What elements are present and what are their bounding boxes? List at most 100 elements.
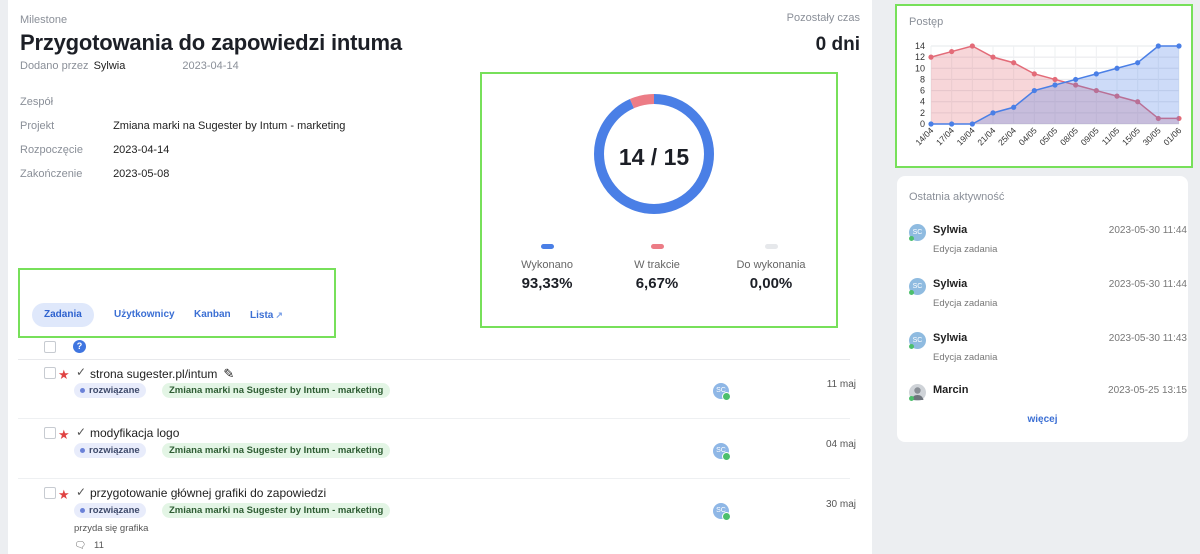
task-comments[interactable]: 🗨 11 — [74, 540, 104, 551]
status-dot — [80, 507, 85, 513]
status-badge: rozwiązane — [74, 503, 146, 518]
activity-action: Edycja zadania — [933, 298, 998, 309]
task-title[interactable]: przygotowanie głównej grafiki do zapowie… — [90, 486, 327, 500]
task-list-header: ? — [18, 340, 850, 360]
legend-in-progress-pct: 6,67% — [635, 275, 679, 292]
y-tick-label: 4 — [920, 97, 925, 107]
legend-done-label: Wykonano — [521, 259, 573, 271]
progress-donut-panel: 14 / 15 Wykonano 93,33% W trakcie 6,67% … — [480, 72, 838, 328]
y-tick-label: 0 — [920, 119, 925, 129]
donut-center-count: 14 / 15 — [618, 144, 690, 170]
data-point — [990, 110, 996, 116]
activity-title: Ostatnia aktywność — [909, 191, 1005, 203]
star-icon[interactable]: ★ — [58, 427, 70, 442]
activity-action: Edycja zadania — [933, 352, 998, 363]
task-row[interactable]: ★ ✓ strona sugester.pl/intum ✎ rozwiązane… — [18, 361, 856, 419]
y-tick-label: 14 — [915, 41, 925, 51]
more-link[interactable]: więcej — [1027, 414, 1058, 425]
tab-kanban[interactable]: Kanban — [194, 309, 231, 320]
tab-uzytkownicy[interactable]: Użytkownicy — [114, 309, 175, 320]
legend-done: Wykonano 93,33% — [492, 244, 602, 292]
added-by-label: Dodano przez — [20, 60, 89, 72]
project-badge[interactable]: Zmiana marki na Sugester by Intum - mark… — [162, 443, 391, 458]
task-row[interactable]: ★ ✓ modyfikacja logo rozwiązane Zmiana m… — [18, 421, 856, 479]
assignee-status-icon — [722, 512, 731, 521]
data-point — [1031, 71, 1037, 77]
y-tick-label: 6 — [920, 86, 925, 96]
project-badge[interactable]: Zmiana marki na Sugester by Intum - mark… — [162, 383, 391, 398]
task-title[interactable]: strona sugester.pl/intum ✎ — [90, 366, 234, 382]
legend-in-progress: W trakcie 6,67% — [602, 244, 712, 292]
activity-action: Edycja zadania — [933, 244, 998, 255]
data-point — [949, 121, 955, 127]
y-tick-label: 12 — [915, 52, 925, 62]
activity-user[interactable]: Sylwia — [933, 332, 968, 344]
task-row[interactable]: ★ ✓ przygotowanie głównej grafiki do zap… — [18, 481, 856, 554]
project-label: Projekt — [20, 120, 55, 132]
check-icon: ✓ — [76, 365, 87, 379]
check-icon: ✓ — [76, 425, 87, 439]
activity-user[interactable]: Sylwia — [933, 224, 968, 236]
page-title: Przygotowania do zapowiedzi intuma — [20, 30, 402, 55]
help-icon[interactable]: ? — [73, 340, 86, 353]
online-dot — [909, 236, 914, 241]
assignee-status-icon — [722, 452, 731, 461]
remaining-time-label: Pozostały czas — [786, 12, 860, 24]
data-point — [1155, 115, 1161, 122]
activity-user[interactable]: Sylwia — [933, 278, 968, 290]
data-point — [949, 48, 955, 55]
status-badge-label: rozwiązane — [89, 445, 140, 456]
x-tick-label: 21/04 — [975, 125, 997, 147]
added-by-user[interactable]: Sylwia — [93, 60, 126, 72]
data-point — [928, 54, 934, 60]
online-dot — [909, 290, 914, 295]
tab-lista-label: Lista — [250, 310, 274, 321]
task-checkbox[interactable] — [44, 487, 56, 499]
task-date: 30 maj — [825, 499, 856, 510]
x-tick-label: 19/04 — [955, 125, 977, 147]
x-tick-label: 11/05 — [1100, 125, 1122, 147]
task-title[interactable]: modyfikacja logo — [90, 426, 180, 440]
data-point — [928, 121, 934, 127]
check-icon: ✓ — [76, 485, 87, 499]
data-point — [1135, 99, 1141, 105]
task-checkbox[interactable] — [44, 427, 56, 439]
tab-lista[interactable]: Lista ↗ — [238, 303, 295, 327]
y-tick-label: 2 — [920, 108, 925, 118]
data-point — [1114, 93, 1120, 99]
chart-title: Postęp — [909, 16, 944, 28]
task-date: 11 maj — [826, 379, 856, 390]
data-point — [1135, 60, 1141, 66]
star-icon[interactable]: ★ — [58, 487, 70, 502]
tab-zadania[interactable]: Zadania — [32, 303, 94, 327]
project-badge[interactable]: Zmiana marki na Sugester by Intum - mark… — [162, 503, 391, 518]
project-value[interactable]: Zmiana marki na Sugester by Intum - mark… — [113, 120, 346, 132]
edit-icon[interactable]: ✎ — [223, 366, 235, 381]
data-point — [1073, 76, 1079, 83]
data-point — [1155, 43, 1161, 49]
legend-todo: Do wykonania 0,00% — [716, 244, 826, 292]
task-checkbox[interactable] — [44, 367, 56, 379]
activity-user[interactable]: Marcin — [933, 384, 969, 396]
x-tick-label: 01/06 — [1161, 125, 1183, 147]
end-label: Zakończenie — [20, 168, 83, 180]
comment-icon: 🗨 — [74, 540, 87, 551]
progress-chart-panel: Postęp 0 2 4 6 8 10 12 14 14/04 17/04 19/04 21/04 25… — [895, 4, 1193, 168]
data-point — [1031, 87, 1037, 94]
end-row: Zakończenie 2023-05-08 — [20, 168, 169, 180]
status-dot — [80, 447, 85, 453]
data-point — [1011, 104, 1017, 110]
team-label: Zespół — [20, 96, 54, 108]
data-point — [1093, 87, 1099, 94]
assignee-status-icon — [722, 392, 731, 401]
x-tick-label: 09/05 — [1079, 125, 1101, 147]
status-badge-label: rozwiązane — [89, 385, 140, 396]
remaining-time-value: 0 dni — [815, 34, 860, 55]
select-all-checkbox[interactable] — [44, 341, 56, 353]
online-dot — [909, 396, 914, 401]
legend-todo-swatch — [764, 244, 778, 249]
end-value: 2023-05-08 — [113, 168, 170, 180]
star-icon[interactable]: ★ — [58, 367, 70, 382]
added-by: Dodano przez Sylwia 2023-04-14 — [20, 60, 239, 72]
